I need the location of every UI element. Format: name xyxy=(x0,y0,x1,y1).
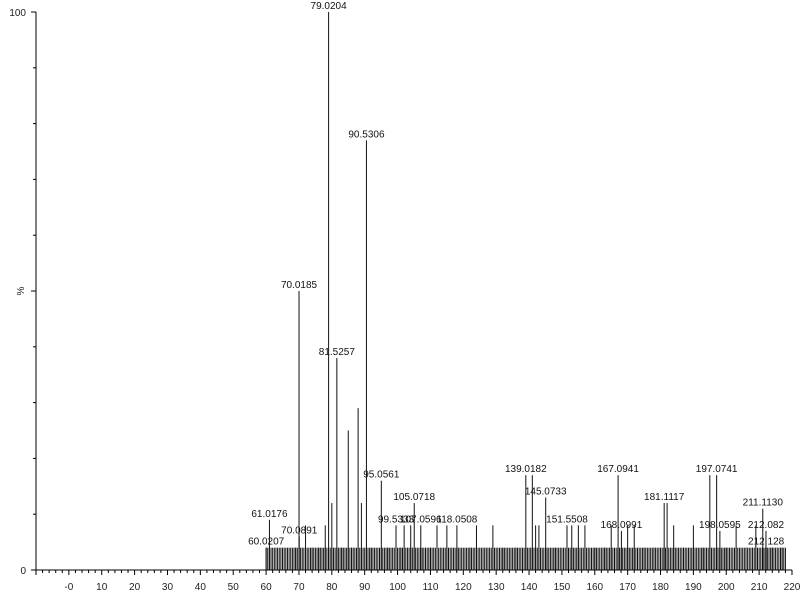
x-tick-label: 140 xyxy=(521,582,538,593)
x-tick-label: 60 xyxy=(261,582,273,593)
x-tick-label: 220 xyxy=(784,582,800,593)
x-tick-label: 40 xyxy=(195,582,207,593)
x-tick-label: 190 xyxy=(685,582,702,593)
x-tick-label: 20 xyxy=(129,582,141,593)
peak-label: 70.0185 xyxy=(281,280,318,291)
peak-bars xyxy=(265,12,783,570)
peak-label: 212.128 xyxy=(748,537,785,548)
y-tick-label: 100 xyxy=(9,8,26,19)
y-tick-label: % xyxy=(16,286,27,295)
peak-label: 145.0733 xyxy=(525,486,567,497)
peak-label: 107.0596 xyxy=(400,514,442,525)
peak-label: 105.0718 xyxy=(393,492,435,503)
peak-label: 60.0207 xyxy=(248,537,285,548)
x-tick-label: 50 xyxy=(228,582,240,593)
peak-label: 79.0204 xyxy=(311,1,348,12)
peak-label: 151.5508 xyxy=(546,514,588,525)
x-tick-label: 70 xyxy=(293,582,305,593)
x-tick-label: -0 xyxy=(64,582,73,593)
x-tick-label: 120 xyxy=(455,582,472,593)
x-tick-label: 10 xyxy=(96,582,108,593)
x-tick-label: 160 xyxy=(586,582,603,593)
peak-label: 118.0508 xyxy=(436,514,477,525)
peak-labels: 60.0207 61.0176 70.0185 70.0891 79.0204 81.52… xyxy=(248,1,785,548)
x-tick-label: 180 xyxy=(652,582,669,593)
x-tick-label: 150 xyxy=(554,582,571,593)
peak-label: 139.0182 xyxy=(505,464,547,475)
x-tick-label: 30 xyxy=(162,582,174,593)
y-axis: 0% 100 xyxy=(9,8,37,577)
x-tick-label: 100 xyxy=(389,582,406,593)
peak-label: 61.0176 xyxy=(251,509,288,520)
x-tick-label: 90 xyxy=(359,582,371,593)
x-tick-label: 80 xyxy=(326,582,338,593)
peak-label: 95.0561 xyxy=(363,470,400,481)
peak-label: 167.0941 xyxy=(597,464,639,475)
peak-label: 197.0741 xyxy=(696,464,738,475)
peak-label: 181.1117 xyxy=(644,492,685,503)
peak-label: 212.082 xyxy=(748,520,785,531)
x-axis: -0 10 20 30 40 50 60 70 80 90 100 110 120 130 140 150 16… xyxy=(35,569,800,593)
x-tick-label: 170 xyxy=(619,582,636,593)
y-tick-label: 0 xyxy=(20,566,26,577)
x-tick-label: 200 xyxy=(718,582,735,593)
peak-label: 198.0595 xyxy=(699,520,741,531)
peak-label: 211.1130 xyxy=(743,498,784,509)
x-tick-label: 130 xyxy=(488,582,505,593)
x-tick-label: 110 xyxy=(422,582,438,593)
peak-label: 81.5257 xyxy=(319,347,356,358)
peak-label: 168.0991 xyxy=(601,520,643,531)
peak-label: 70.0891 xyxy=(281,526,318,537)
peak-label: 90.5306 xyxy=(348,129,385,140)
peak-label: 99.5333 xyxy=(378,514,415,525)
x-tick-label: 210 xyxy=(751,582,768,593)
